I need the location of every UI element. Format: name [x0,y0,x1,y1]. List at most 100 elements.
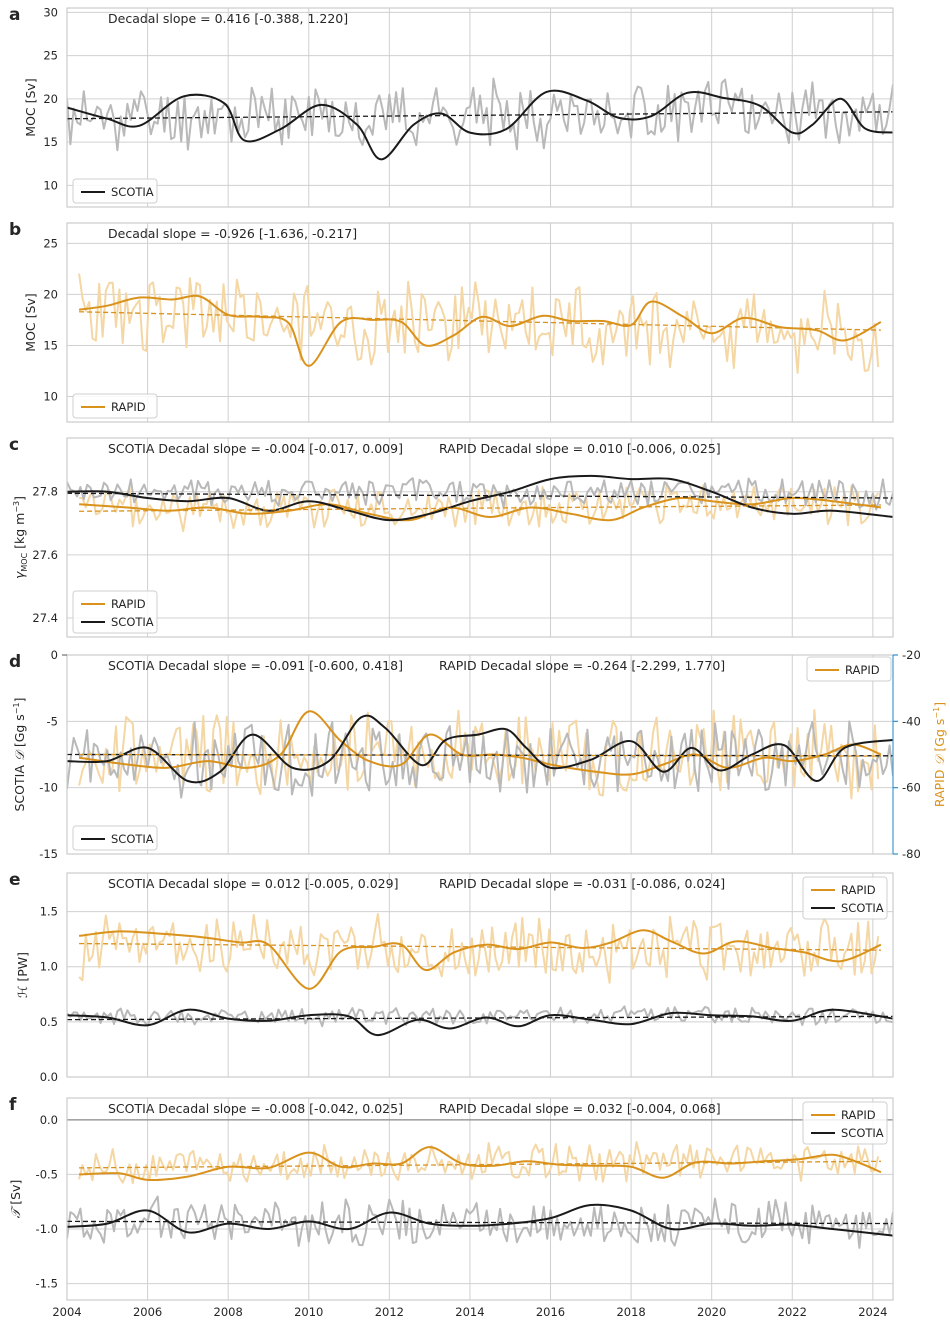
y-tick-label: 25 [43,236,58,250]
trend-line-scotia [66,492,894,499]
y-axis-label: MOC [Sv] [23,78,38,136]
legend-frame [806,656,892,682]
trend-line-scotia [66,1220,894,1225]
legend-label: RAPID [841,1108,876,1122]
x-tick-label: 2012 [375,1305,404,1319]
y-tick-label: 30 [43,5,58,19]
slope-annotation: SCOTIA Decadal slope = -0.008 [-0.042, 0… [108,1101,403,1116]
slope-annotation: Decadal slope = 0.416 [-0.388, 1.220] [108,11,348,26]
legend-label: RAPID [111,400,146,414]
panel-label: f [9,1095,17,1115]
legend: SCOTIA [72,178,158,204]
raw-series-scotia [67,1195,893,1249]
y-tick-label: -1.5 [36,1277,58,1291]
slope-annotation: SCOTIA Decadal slope = -0.091 [-0.600, 0… [108,658,403,673]
x-tick-label: 2006 [133,1305,162,1319]
trend-line-rapid [79,942,881,951]
y-tick-label: -0.5 [36,1167,58,1181]
panel-label: b [9,220,21,240]
right-tick-label: -20 [902,648,921,662]
plot-background [67,873,893,1077]
smooth-series-rapid [78,929,882,990]
y-tick-label: 27.4 [32,611,58,625]
x-tick-label: 2008 [214,1305,243,1319]
legend-frame [72,178,158,204]
y-tick-label: 0 [51,648,58,662]
x-tick-label: 2004 [52,1305,81,1319]
plot-frame [66,222,894,423]
y-tick-label: 0.0 [40,1070,58,1084]
trend-line-rapid [79,311,881,331]
raw-series-rapid [78,913,880,984]
legend-label: RAPID [845,663,880,677]
legend-label: SCOTIA [111,615,154,629]
y-tick-label: 10 [43,178,58,192]
panel-a: 10 15 20 25 30 Decadal slope = 0.416 [-0.388,… [9,5,894,208]
right-tick-label: -80 [902,847,921,861]
right-tick-label: -60 [902,781,921,795]
y-axis-label: SCOTIA 𝒟 [Gg s−1] [12,698,27,812]
smooth-series-rapid [78,710,882,776]
legend-label: SCOTIA [111,185,154,199]
legend: RAPID SCOTIA [802,1101,888,1145]
x-tick-label: 2014 [455,1305,484,1319]
y-tick-label: -1.0 [36,1222,58,1236]
x-tick-label: 2016 [536,1305,565,1319]
smooth-series-scotia [66,89,894,161]
panel-label: c [9,435,19,455]
trend-line-scotia [66,111,894,120]
panel-c: 27.4 27.6 27.8 SCOTIA Decadal slope = -0.00… [9,435,894,638]
x-tick-label: 2010 [294,1305,323,1319]
y-tick-label: 0.0 [40,1113,58,1127]
legend-frame [72,825,158,851]
panel-label: e [9,870,21,890]
y-axis-label: 𝒯 [Sv] [8,1180,23,1219]
y-tick-label: 15 [43,338,58,352]
x-tick-label: 2018 [616,1305,645,1319]
y-tick-label: 20 [43,287,58,301]
plot-frame [66,7,894,208]
legend-label: RAPID [111,597,146,611]
x-tick-label: 2024 [858,1305,887,1319]
right-tick-label: -40 [902,714,921,728]
y-tick-label: -10 [39,781,58,795]
y-tick-label: 1.0 [40,960,58,974]
trend-line-scotia [66,1015,894,1021]
smooth-series-scotia [66,474,894,522]
legend: RAPID [72,393,158,419]
legend-label: SCOTIA [841,901,884,915]
trend-line-rapid [79,753,881,757]
y-tick-label: 0.5 [40,1015,58,1029]
panel-d: -15 -10 -5 0 -80 -60 -40 -20 SCOTIA Decadal slop… [9,648,947,861]
plot-frame [66,1097,894,1301]
legend-label: SCOTIA [111,832,154,846]
legend: SCOTIA [72,825,158,851]
raw-series-scotia [67,1005,893,1028]
legend-label: SCOTIA [841,1126,884,1140]
legend-right: RAPID [806,656,892,682]
right-y-axis-label: RAPID 𝒟 [Gg s−1] [932,702,947,807]
panel-f: -1.5 -1.0 -0.5 0.0 SCOTIA Decadal slope = -0… [8,1095,894,1319]
slope-annotation: Decadal slope = -0.926 [-1.636, -0.217] [108,226,357,241]
y-tick-label: -15 [39,847,58,861]
smooth-series-scotia [66,1203,894,1237]
slope-annotation: RAPID Decadal slope = 0.010 [-0.006, 0.0… [439,441,721,456]
plot-background [67,438,893,637]
y-axis-label: MOC [Sv] [23,293,38,351]
y-axis-label: ℋ [PW] [15,952,30,998]
legend-label: RAPID [841,883,876,897]
plot-background [67,8,893,207]
x-tick-label: 2020 [697,1305,726,1319]
legend: RAPID SCOTIA [72,590,158,634]
legend-frame [72,393,158,419]
y-tick-label: 1.5 [40,905,58,919]
y-tick-label: 15 [43,135,58,149]
panel-label: a [9,5,20,25]
smooth-series-rapid [79,1146,882,1181]
y-tick-label: 27.8 [32,485,58,499]
slope-annotation: SCOTIA Decadal slope = -0.004 [-0.017, 0… [108,441,403,456]
y-tick-label: 27.6 [32,548,58,562]
x-tick-label: 2022 [778,1305,807,1319]
slope-annotation: SCOTIA Decadal slope = 0.012 [-0.005, 0.… [108,876,398,891]
